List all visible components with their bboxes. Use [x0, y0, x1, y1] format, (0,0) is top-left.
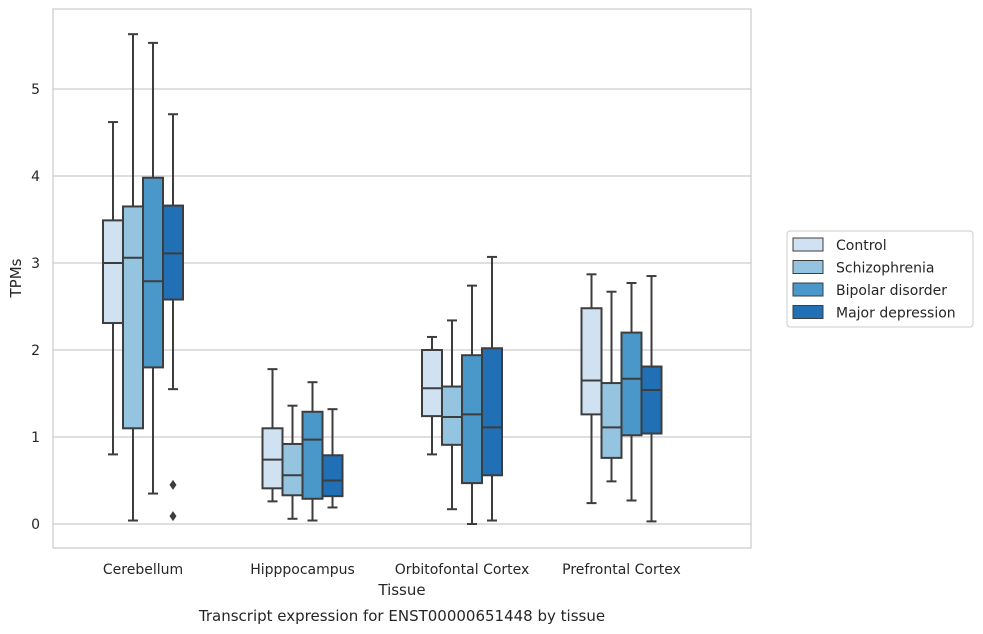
box-group: [102, 121, 124, 456]
box-group: [281, 404, 304, 520]
outlier-point: [169, 511, 177, 522]
box-group: [620, 282, 643, 502]
box-iqr: [301, 410, 324, 500]
box-group: [301, 381, 324, 522]
legend-swatch: [792, 237, 824, 252]
box-group: [580, 273, 603, 505]
y-tick-labels: 0 1 2 3 4 5: [31, 82, 40, 533]
legend-swatch: [792, 282, 824, 297]
box-iqr: [580, 307, 603, 416]
box-iqr: [461, 354, 483, 485]
box-iqr: [481, 347, 503, 477]
y-tick-label: 2: [31, 343, 40, 359]
legend-swatch: [792, 305, 824, 319]
y-axis-label: TPMs: [7, 258, 25, 298]
x-tick-label: Hipppocampus: [250, 562, 355, 578]
x-tick-labels: Cerebellum Hipppocampus Orbitofontal Corte…: [103, 562, 681, 578]
legend-swatch: [792, 260, 824, 274]
box-iqr: [441, 385, 463, 446]
box-group: [441, 319, 463, 511]
box-iqr: [421, 349, 443, 418]
x-tick-label: Orbitofontal Cortex: [395, 562, 530, 578]
box-iqr: [600, 382, 623, 459]
x-axis-label: Tissue: [377, 581, 425, 599]
y-tick-label: 3: [31, 256, 40, 272]
legend: Control Schizophrenia Bipolar disorder Majo…: [786, 230, 974, 328]
chart-caption: Transcript expression for ENST0000065144…: [198, 607, 605, 625]
box-iqr: [640, 365, 663, 435]
legend-label: Schizophrenia: [836, 261, 934, 277]
legend-label: Control: [836, 238, 887, 254]
box-group: [122, 33, 144, 522]
box-group: [481, 255, 503, 522]
box-group: [600, 290, 623, 483]
box-group: [162, 113, 184, 522]
x-tick-label: Cerebellum: [103, 562, 183, 578]
legend-label: Major depression: [836, 306, 956, 322]
y-tick-label: 1: [31, 430, 40, 446]
legend-frame: [786, 230, 974, 328]
boxes: [102, 33, 663, 525]
y-tick-label: 5: [31, 82, 40, 98]
box-group: [421, 335, 443, 456]
box-iqr: [142, 176, 164, 369]
box-iqr: [321, 454, 344, 498]
x-tick-label: Prefrontal Cortex: [562, 562, 681, 578]
box-iqr: [281, 442, 304, 497]
box-iqr: [261, 427, 284, 490]
box-group: [142, 41, 164, 495]
box-group: [261, 368, 284, 503]
y-tick-label: 4: [31, 169, 40, 185]
box-group: [461, 284, 483, 525]
legend-label: Bipolar disorder: [836, 283, 947, 299]
box-iqr: [620, 331, 643, 437]
y-tick-label: 0: [31, 517, 40, 533]
box-iqr: [102, 219, 124, 325]
box-group: [640, 275, 663, 523]
box-group: [321, 408, 344, 509]
box-iqr: [122, 205, 144, 430]
outlier-point: [169, 479, 177, 490]
plot-area-frame: [52, 8, 752, 549]
